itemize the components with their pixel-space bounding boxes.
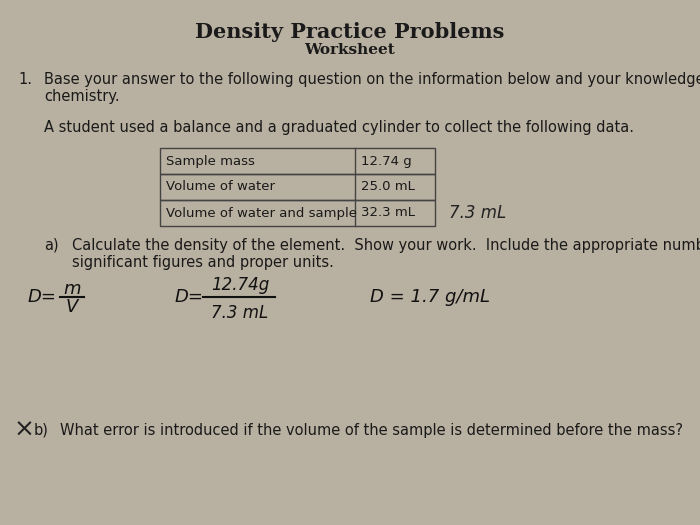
Text: m: m xyxy=(63,280,80,298)
Text: A student used a balance and a graduated cylinder to collect the following data.: A student used a balance and a graduated… xyxy=(44,120,634,135)
Text: Density Practice Problems: Density Practice Problems xyxy=(195,22,505,42)
Bar xyxy=(160,200,435,226)
Text: b): b) xyxy=(34,423,49,437)
Text: 12.74g: 12.74g xyxy=(211,276,269,294)
Text: Calculate the density of the element.  Show your work.  Include the appropriate : Calculate the density of the element. Sh… xyxy=(72,238,700,253)
Text: What error is introduced if the volume of the sample is determined before the ma: What error is introduced if the volume o… xyxy=(60,423,683,437)
Text: 1.: 1. xyxy=(18,72,32,87)
Text: a): a) xyxy=(44,238,59,253)
Text: 32.3 mL: 32.3 mL xyxy=(361,206,415,219)
Text: Volume of water: Volume of water xyxy=(166,181,275,194)
Text: Base your answer to the following question on the information below and your kno: Base your answer to the following questi… xyxy=(44,72,700,87)
Text: Volume of water and sample: Volume of water and sample xyxy=(166,206,357,219)
Text: significant figures and proper units.: significant figures and proper units. xyxy=(72,255,334,270)
Bar xyxy=(160,148,435,174)
Text: ⨯: ⨯ xyxy=(14,418,35,442)
Text: V: V xyxy=(66,298,78,316)
Text: Sample mass: Sample mass xyxy=(166,154,255,167)
Text: 7.3 mL: 7.3 mL xyxy=(211,304,269,322)
Text: Worksheet: Worksheet xyxy=(304,43,395,57)
Text: 12.74 g: 12.74 g xyxy=(361,154,412,167)
Bar xyxy=(160,174,435,200)
Text: D=: D= xyxy=(28,288,57,306)
Text: D=: D= xyxy=(175,288,204,306)
Text: D = 1.7 g/mL: D = 1.7 g/mL xyxy=(370,288,490,306)
Text: chemistry.: chemistry. xyxy=(44,89,120,104)
Text: 25.0 mL: 25.0 mL xyxy=(361,181,415,194)
Text: 7.3 mL: 7.3 mL xyxy=(449,204,506,222)
